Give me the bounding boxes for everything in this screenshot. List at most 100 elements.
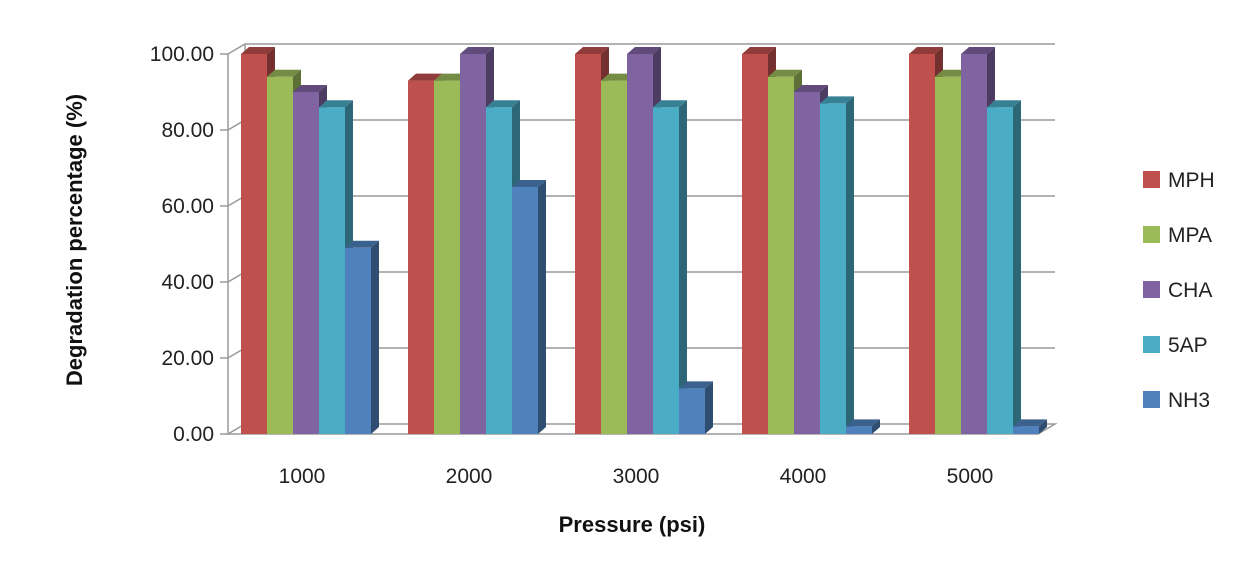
bar-top [627, 47, 661, 54]
bar-top [575, 47, 609, 54]
bar-front [653, 107, 679, 434]
bar-front [961, 54, 987, 434]
bar-top [820, 96, 854, 104]
y-tick-label: 100.00 [150, 43, 214, 66]
bar-front [241, 54, 267, 434]
bar-front [846, 426, 872, 434]
y-tick-label: 40.00 [161, 271, 214, 294]
y-tick-label: 80.00 [161, 119, 214, 142]
y-tick-label: 20.00 [161, 347, 214, 370]
bar-5ap-3000 [653, 100, 687, 434]
bar-top [319, 100, 353, 108]
bar-top [679, 381, 713, 389]
bar-front [460, 54, 486, 434]
legend-swatch [1143, 226, 1160, 243]
bar-top [460, 47, 494, 54]
y-tick-labels: 0.00 20.00 40.00 60.00 80.00 100.00 [150, 43, 214, 446]
x-tick-label: 1000 [279, 465, 326, 488]
bar-top [267, 69, 301, 77]
bar-top [293, 85, 327, 92]
bar-front [820, 103, 846, 435]
bar-side [1039, 419, 1047, 434]
legend-item-mpa: MPA [1143, 224, 1212, 247]
bar-top [601, 73, 635, 81]
bar-top [512, 180, 546, 187]
bar-front [935, 76, 961, 435]
legend-label: 5AP [1168, 334, 1208, 357]
legend-swatch [1143, 336, 1160, 353]
bar-top [909, 47, 943, 54]
bar-side [705, 381, 713, 434]
bar-side [872, 419, 880, 434]
bar-front [1013, 426, 1039, 434]
bar-front [408, 80, 434, 434]
x-tick-label: 3000 [613, 465, 660, 488]
y-tick-label: 0.00 [173, 423, 214, 446]
bar-side [679, 100, 687, 434]
x-axis-title: Pressure (psi) [559, 512, 706, 537]
legend-item-cha: CHA [1143, 279, 1212, 302]
bar-front [627, 54, 653, 434]
legend-label: MPH [1168, 169, 1215, 192]
bar-side [1013, 100, 1021, 434]
y-axis-title: Degradation percentage (%) [62, 94, 87, 386]
bar-top [961, 47, 995, 54]
bar-front [742, 54, 768, 434]
legend-item-5ap: 5AP [1143, 334, 1208, 357]
bar-front [987, 107, 1013, 434]
legend-item-mph: MPH [1143, 169, 1215, 192]
x-tick-label: 4000 [780, 465, 827, 488]
legend-item-nh3: NH3 [1143, 389, 1210, 412]
x-tick-labels: 1000 2000 3000 4000 5000 [279, 465, 994, 488]
bar-front [794, 92, 820, 434]
bar-5ap-5000 [987, 100, 1021, 434]
bar-front [345, 247, 371, 434]
bar-front [486, 107, 512, 434]
bar-front [267, 76, 293, 435]
bar-front [434, 80, 460, 434]
bar-front [909, 54, 935, 434]
bars [241, 47, 1047, 435]
bar-front [575, 54, 601, 434]
y-tick-label: 60.00 [161, 195, 214, 218]
bar-front [512, 187, 538, 434]
bar-top [241, 47, 275, 54]
bar-top [794, 85, 828, 92]
bar-nh3-1000 [345, 240, 379, 434]
legend-swatch [1143, 391, 1160, 408]
bar-front [601, 80, 627, 434]
legend-label: MPA [1168, 224, 1212, 247]
bar-nh3-3000 [679, 381, 713, 434]
bar-top [742, 47, 776, 54]
bar-top [846, 419, 880, 427]
bar-side [846, 96, 854, 435]
bar-front [768, 76, 794, 435]
legend-swatch [1143, 171, 1160, 188]
bar-top [653, 100, 687, 108]
bar-nh3-4000 [846, 419, 880, 434]
bar-top [434, 73, 468, 81]
legend-label: NH3 [1168, 389, 1210, 412]
legend: MPH MPA CHA 5AP NH3 [1143, 169, 1215, 412]
bar-front [319, 107, 345, 434]
bar-top [935, 69, 969, 77]
bar-top [345, 240, 379, 248]
legend-label: CHA [1168, 279, 1212, 302]
bar-side [371, 240, 379, 434]
x-tick-label: 2000 [446, 465, 493, 488]
legend-swatch [1143, 281, 1160, 298]
bar-front [293, 92, 319, 434]
bar-top [408, 73, 442, 81]
bar-top [987, 100, 1021, 108]
bar-top [1013, 419, 1047, 427]
bar-nh3-5000 [1013, 419, 1047, 434]
bar-side [538, 180, 546, 434]
bar-5ap-4000 [820, 96, 854, 435]
bar-top [768, 69, 802, 77]
gridline [227, 43, 1055, 55]
bar-top [486, 100, 520, 108]
x-tick-label: 5000 [947, 465, 994, 488]
bar-front [679, 388, 705, 434]
bar-nh3-2000 [512, 180, 546, 434]
